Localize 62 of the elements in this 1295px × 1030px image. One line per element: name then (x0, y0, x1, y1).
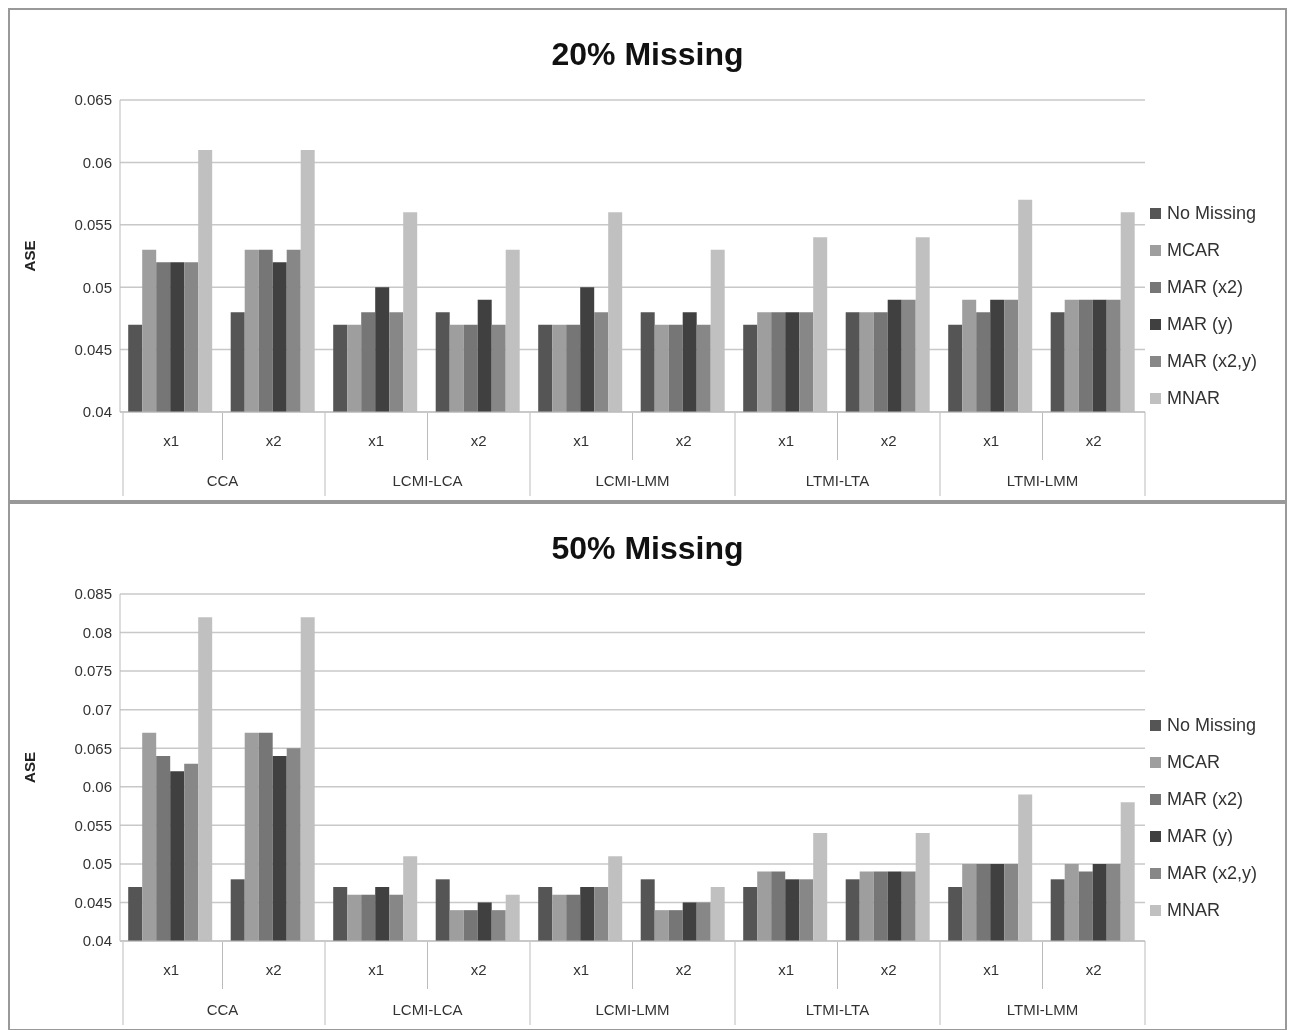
legend-label: MAR (y) (1167, 314, 1233, 335)
x-tick-label: x2 (880, 432, 897, 449)
x-tick-label: x1 (368, 432, 385, 449)
y-tick-label: 0.05 (82, 855, 112, 873)
legend-label: MAR (x2,y) (1167, 351, 1257, 372)
y-tick-label: 0.065 (74, 91, 112, 109)
y-tick-label: 0.075 (74, 662, 112, 680)
legend-label: No Missing (1167, 714, 1257, 736)
y-axis-title: ASE (21, 752, 39, 783)
text: LCMI-LMM (595, 472, 670, 489)
y-tick-label: 0.045 (74, 340, 112, 358)
text: LTMI-LTA (805, 1001, 870, 1018)
y-tick-label: 0.085 (74, 585, 112, 603)
x-tick-label: x1 (163, 961, 180, 978)
y-tick-label: 0.045 (74, 893, 112, 911)
y-tick-label: 0.055 (74, 216, 112, 234)
x-tick-label: x2 (470, 432, 487, 449)
text: LCMI-LCA (392, 472, 463, 489)
text: LTMI-LMM (1006, 472, 1079, 489)
y-tick-label: 0.06 (82, 153, 112, 171)
y-tick-label: 0.07 (82, 700, 112, 718)
y-tick-label: 0.06 (82, 778, 112, 796)
chart-title: 50% Missing (550, 529, 745, 568)
text: CCA (206, 1001, 239, 1018)
legend-label: No Missing (1167, 203, 1257, 224)
y-axis-title: ASE (21, 240, 39, 272)
x-tick-label: x1 (573, 961, 590, 978)
legend-label: MAR (x2,y) (1167, 862, 1257, 884)
x-tick-label: x2 (265, 961, 282, 978)
text: LTMI-LMM (1006, 1001, 1079, 1018)
y-tick-label: 0.055 (74, 816, 112, 834)
legend-label: MNAR (1167, 899, 1220, 921)
text: LTMI-LTA (805, 472, 870, 489)
x-tick-label: x2 (1085, 961, 1102, 978)
legend-label: MNAR (1167, 388, 1220, 409)
y-tick-label: 0.04 (82, 403, 112, 421)
legend-label: MCAR (1167, 751, 1220, 773)
y-tick-label: 0.065 (74, 739, 112, 757)
text: LCMI-LCA (392, 1001, 463, 1018)
text: CCA (206, 472, 239, 489)
x-tick-label: x1 (163, 432, 180, 449)
x-tick-label: x2 (675, 432, 692, 449)
y-tick-label: 0.04 (82, 932, 112, 950)
x-tick-label: x1 (778, 961, 795, 978)
x-tick-label: x1 (983, 432, 1000, 449)
text: LCMI-LMM (595, 1001, 670, 1018)
legend-label: MAR (x2) (1167, 277, 1243, 298)
y-tick-label: 0.08 (82, 623, 112, 641)
x-tick-label: x2 (470, 961, 487, 978)
legend-label: MAR (y) (1167, 825, 1233, 847)
legend-label: MAR (x2) (1167, 788, 1243, 810)
legend-label: MCAR (1167, 240, 1220, 261)
x-tick-label: x1 (983, 961, 1000, 978)
x-tick-label: x2 (1085, 432, 1102, 449)
chart-title: 20% Missing (550, 35, 745, 74)
x-tick-label: x2 (675, 961, 692, 978)
x-tick-label: x1 (368, 961, 385, 978)
y-tick-label: 0.05 (82, 278, 112, 296)
x-tick-label: x1 (573, 432, 590, 449)
x-tick-label: x2 (265, 432, 282, 449)
x-tick-label: x1 (778, 432, 795, 449)
x-tick-label: x2 (880, 961, 897, 978)
